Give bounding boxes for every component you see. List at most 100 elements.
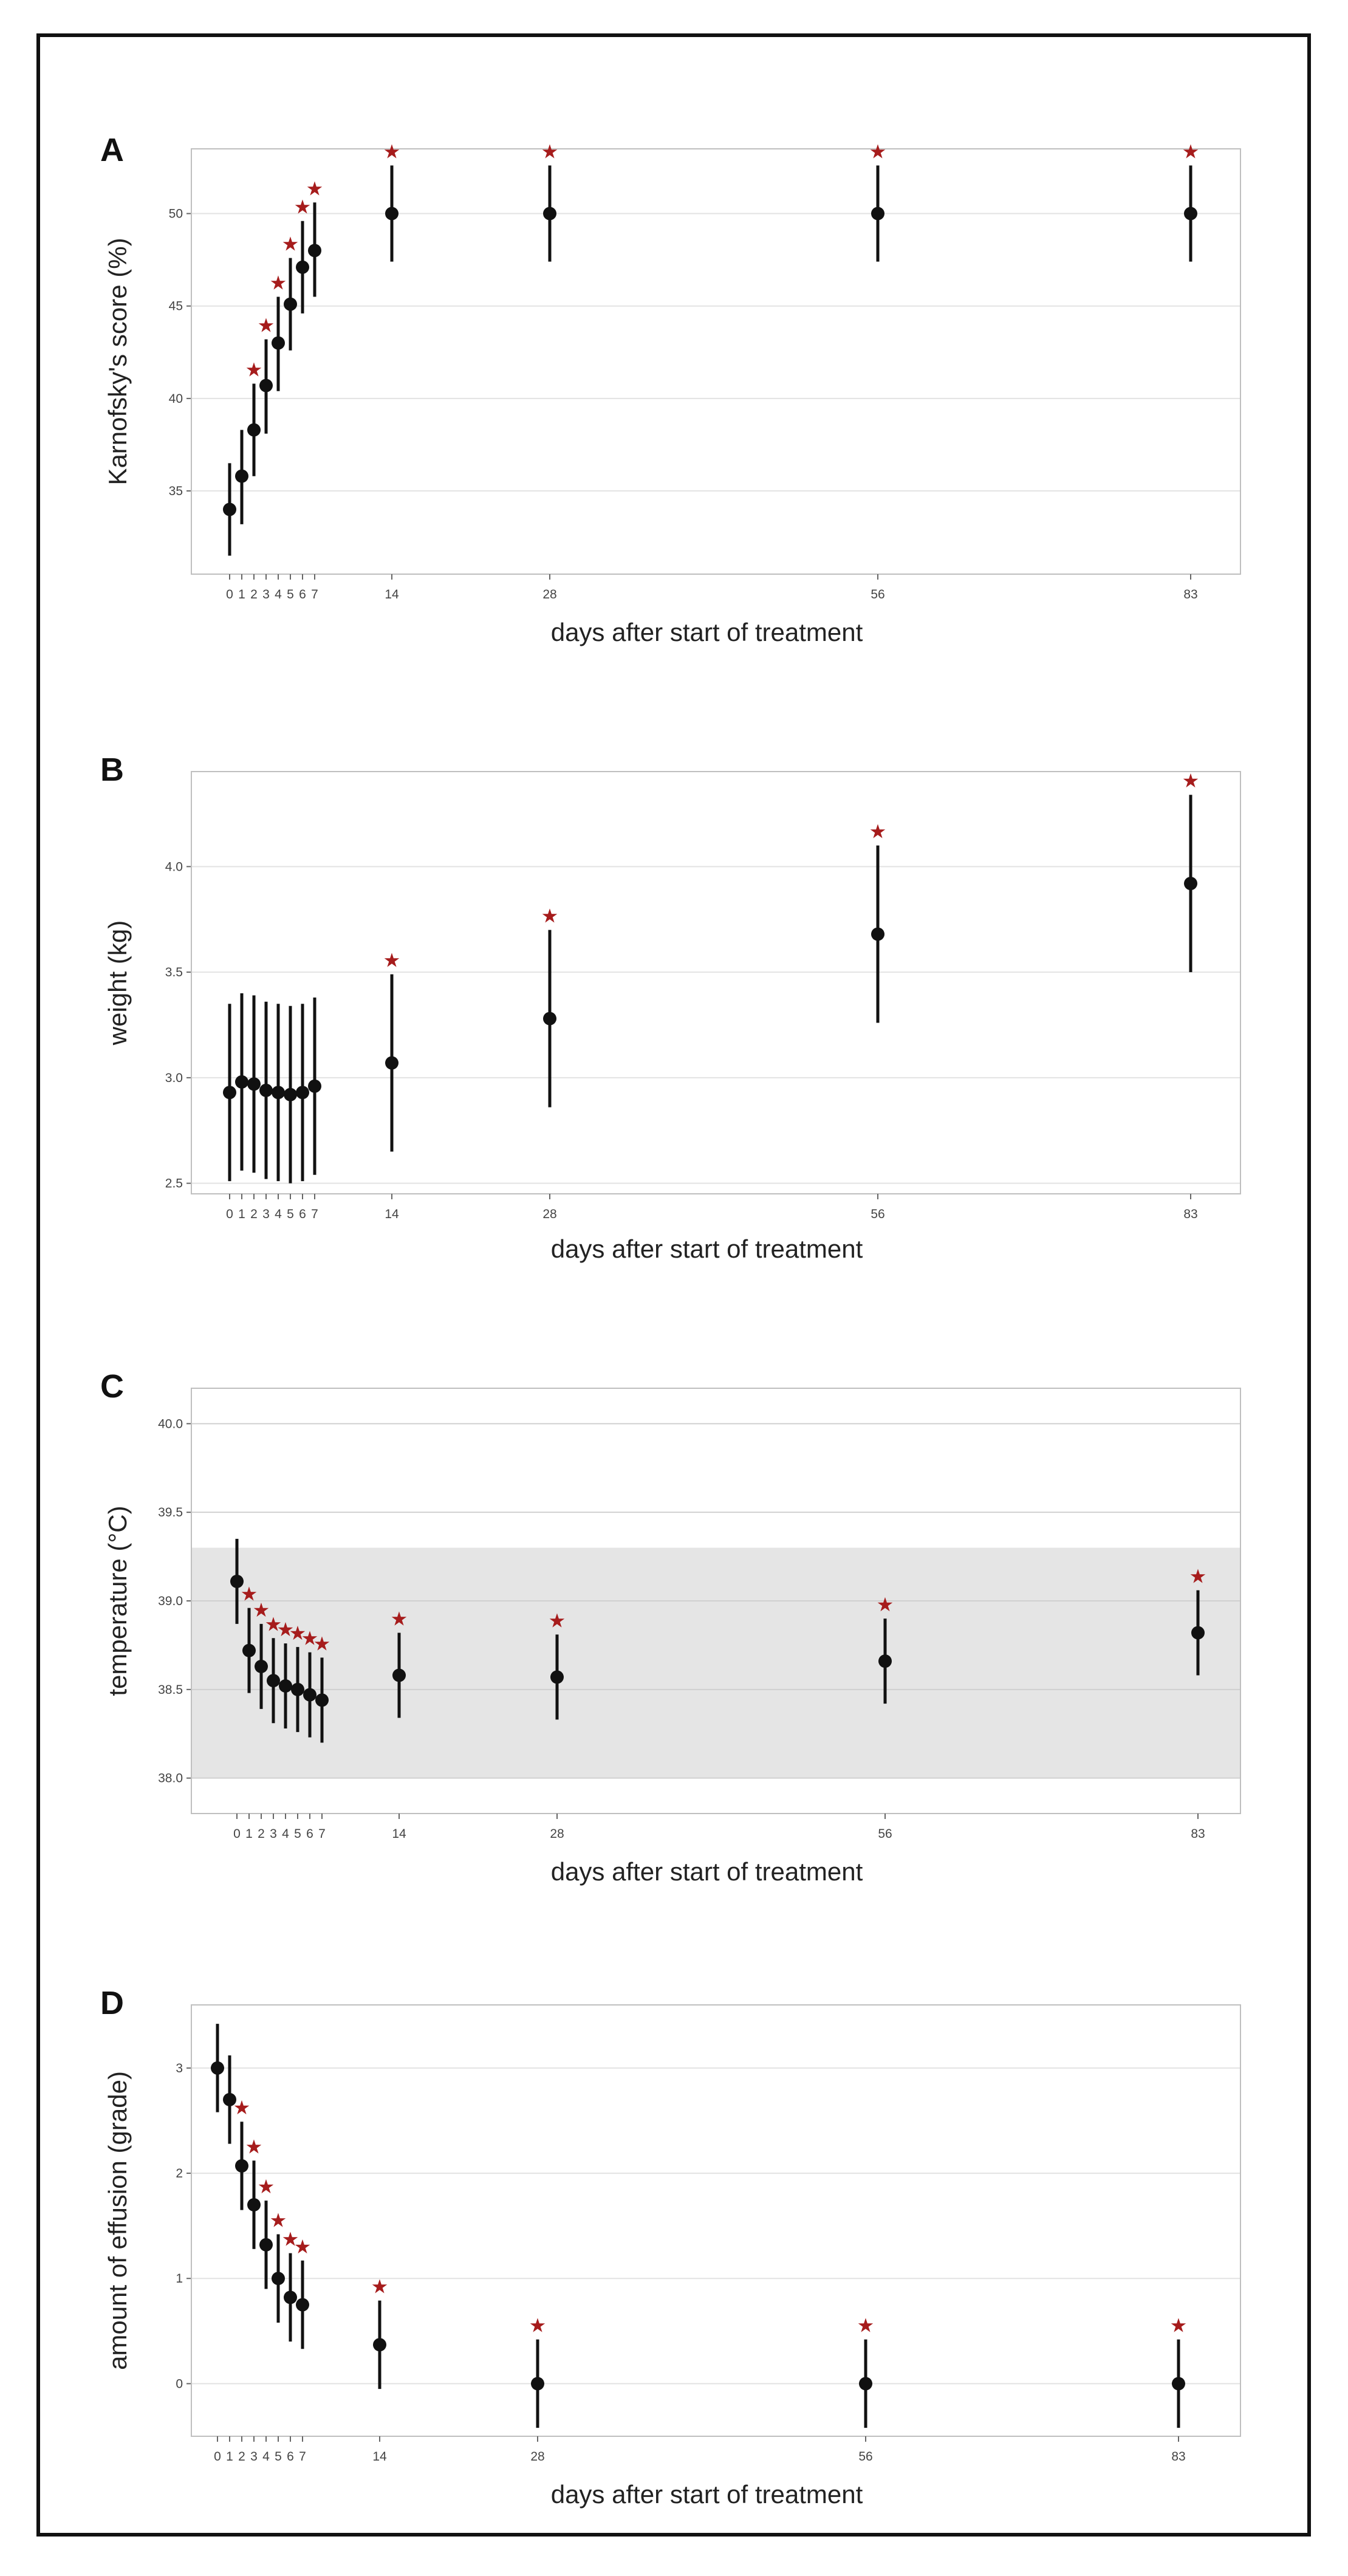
data-point <box>235 469 248 483</box>
x-tick-label: 14 <box>392 1827 406 1841</box>
x-tick-label: 2 <box>250 587 258 601</box>
x-tick-label: 4 <box>275 587 282 601</box>
data-point <box>315 1693 329 1707</box>
x-axis-title: days after start of treatment <box>551 2480 863 2509</box>
data-point <box>259 1083 273 1097</box>
significance-star: ★ <box>258 2175 275 2198</box>
y-axis-title: temperature (°C) <box>103 1506 132 1696</box>
significance-star: ★ <box>282 233 299 256</box>
panel-letter: D <box>100 1985 124 2021</box>
y-tick-label: 0 <box>176 2377 183 2391</box>
significance-star: ★ <box>1170 2314 1188 2337</box>
x-tick-label: 5 <box>287 587 294 601</box>
x-tick-label: 6 <box>299 1207 306 1221</box>
data-point <box>1184 877 1197 891</box>
data-point <box>296 1086 309 1100</box>
data-point <box>255 1659 268 1673</box>
significance-star: ★ <box>306 177 324 200</box>
x-axis-title: days after start of treatment <box>551 1857 863 1886</box>
data-point <box>223 1086 236 1100</box>
x-tick-label: 3 <box>270 1827 277 1841</box>
significance-star: ★ <box>857 2314 875 2337</box>
data-point <box>871 927 884 941</box>
x-tick-label: 28 <box>530 2450 544 2464</box>
x-tick-label: 7 <box>311 1207 318 1221</box>
y-tick-label: 35 <box>169 484 183 498</box>
x-tick-label: 0 <box>226 1207 233 1221</box>
x-tick-label: 7 <box>318 1827 326 1841</box>
data-point <box>308 244 321 258</box>
x-tick-label: 1 <box>245 1827 253 1841</box>
normal-range-band <box>191 1547 1240 1778</box>
x-tick-label: 3 <box>262 587 270 601</box>
panel-border <box>191 148 1241 575</box>
x-tick-label: 0 <box>233 1827 241 1841</box>
panel-border <box>191 771 1241 1194</box>
x-tick-label: 14 <box>385 587 399 601</box>
y-tick-label: 2 <box>176 2167 183 2180</box>
x-tick-label: 0 <box>214 2450 221 2464</box>
y-tick-label: 38.5 <box>158 1683 183 1697</box>
significance-star: ★ <box>529 2314 547 2337</box>
data-point <box>230 1574 244 1588</box>
x-tick-label: 28 <box>550 1827 564 1841</box>
significance-star: ★ <box>1189 1565 1207 1588</box>
x-tick-label: 83 <box>1191 1827 1205 1841</box>
data-point <box>550 1670 564 1684</box>
data-point <box>259 2238 273 2252</box>
x-tick-label: 14 <box>385 1207 399 1221</box>
x-tick-label: 28 <box>542 1207 556 1221</box>
data-point <box>279 1679 292 1693</box>
y-tick-label: 3 <box>176 2061 183 2075</box>
x-tick-label: 6 <box>306 1827 313 1841</box>
x-tick-label: 0 <box>226 587 233 601</box>
data-point <box>373 2338 386 2352</box>
data-point <box>267 1674 280 1688</box>
data-point <box>1191 1626 1205 1640</box>
significance-star: ★ <box>241 1583 258 1606</box>
x-tick-label: 56 <box>878 1827 892 1841</box>
x-tick-label: 4 <box>262 2450 270 2464</box>
x-tick-label: 56 <box>871 1207 884 1221</box>
panel-border <box>191 2004 1241 2437</box>
x-tick-label: 6 <box>287 2450 294 2464</box>
y-tick-label: 40 <box>169 392 183 406</box>
x-tick-label: 14 <box>372 2450 387 2464</box>
data-point <box>247 2198 261 2212</box>
data-point <box>223 2092 236 2106</box>
x-tick-label: 83 <box>1183 587 1197 601</box>
x-tick-label: 83 <box>1183 1207 1197 1221</box>
x-axis-title: days after start of treatment <box>551 1235 863 1263</box>
data-point <box>308 1079 321 1093</box>
panel-letter: C <box>100 1368 124 1405</box>
y-tick-label: 40.0 <box>158 1417 183 1431</box>
plot-area <box>191 2005 1240 2436</box>
data-point <box>211 2061 224 2075</box>
y-tick-label: 3.5 <box>165 965 183 979</box>
significance-star: ★ <box>265 1612 282 1636</box>
y-tick-label: 4.0 <box>165 860 183 874</box>
significance-star: ★ <box>282 2228 299 2251</box>
y-tick-label: 45 <box>169 300 183 313</box>
x-tick-label: 5 <box>294 1827 301 1841</box>
data-point <box>223 502 236 516</box>
data-point <box>247 423 261 437</box>
x-tick-label: 6 <box>299 587 306 601</box>
data-point <box>296 260 309 274</box>
significance-star: ★ <box>301 1627 319 1650</box>
x-tick-label: 1 <box>238 1207 245 1221</box>
significance-star: ★ <box>277 1618 295 1641</box>
data-point <box>878 1654 892 1668</box>
data-point <box>272 2272 285 2286</box>
data-point <box>242 1643 256 1657</box>
significance-star: ★ <box>233 2096 251 2119</box>
significance-star: ★ <box>294 196 312 219</box>
significance-star: ★ <box>877 1593 894 1616</box>
x-tick-label: 5 <box>275 2450 282 2464</box>
data-point <box>1184 207 1197 221</box>
significance-star: ★ <box>253 1598 270 1622</box>
